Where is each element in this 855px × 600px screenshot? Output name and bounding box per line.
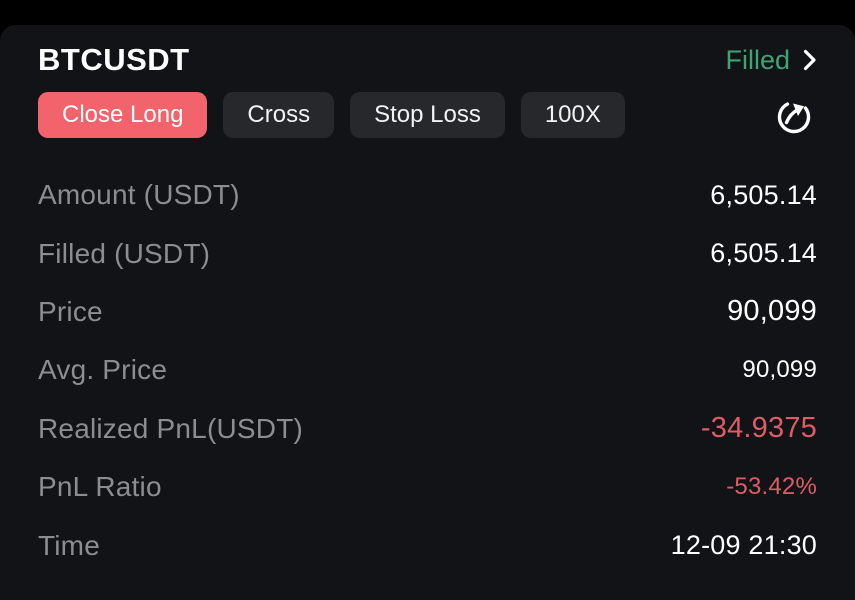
- row-value: -34.9375: [700, 412, 817, 445]
- share-icon: [777, 100, 811, 134]
- detail-row: Time 12-09 21:30: [38, 516, 817, 574]
- row-label: Avg. Price: [38, 354, 168, 386]
- order-detail-card: BTCUSDT Filled Close Long Cross Stop Loss 1…: [0, 25, 855, 600]
- detail-row: Amount (USDT) 6,505.14: [38, 166, 817, 224]
- row-value: 6,505.14: [710, 238, 817, 269]
- row-label: Realized PnL(USDT): [38, 412, 304, 444]
- detail-row: Price 90,099: [38, 283, 817, 341]
- detail-row: PnL Ratio -53.42%: [38, 458, 817, 516]
- row-label: Filled (USDT): [38, 237, 211, 269]
- row-label: Amount (USDT): [38, 179, 240, 211]
- symbol-title: BTCUSDT: [38, 42, 190, 77]
- tag-cross[interactable]: Cross: [223, 92, 335, 138]
- share-order-button[interactable]: [771, 92, 817, 138]
- row-label: PnL Ratio: [38, 471, 162, 503]
- row-value: 12-09 21:30: [670, 530, 817, 561]
- row-value: 6,505.14: [710, 179, 817, 210]
- detail-row: Avg. Price 90,099: [38, 341, 817, 399]
- order-header: BTCUSDT Filled: [38, 38, 817, 82]
- row-label: Price: [38, 295, 103, 327]
- tag-row: Close Long Cross Stop Loss 100X: [38, 92, 817, 138]
- chevron-right-icon: [803, 49, 816, 71]
- row-value: -53.42%: [726, 473, 817, 501]
- detail-rows: Amount (USDT) 6,505.14 Filled (USDT) 6,505.…: [38, 166, 817, 575]
- tag-close-long[interactable]: Close Long: [38, 92, 208, 138]
- status-label: Filled: [725, 44, 790, 75]
- detail-row: Filled (USDT) 6,505.14: [38, 224, 817, 282]
- detail-row: Realized PnL(USDT) -34.9375: [38, 400, 817, 458]
- tag-100x[interactable]: 100X: [520, 92, 625, 138]
- row-label: Time: [38, 529, 100, 561]
- row-value: 90,099: [727, 295, 817, 328]
- row-value: 90,099: [742, 356, 817, 384]
- tag-stop-loss[interactable]: Stop Loss: [350, 92, 505, 138]
- order-status-link[interactable]: Filled: [725, 45, 817, 76]
